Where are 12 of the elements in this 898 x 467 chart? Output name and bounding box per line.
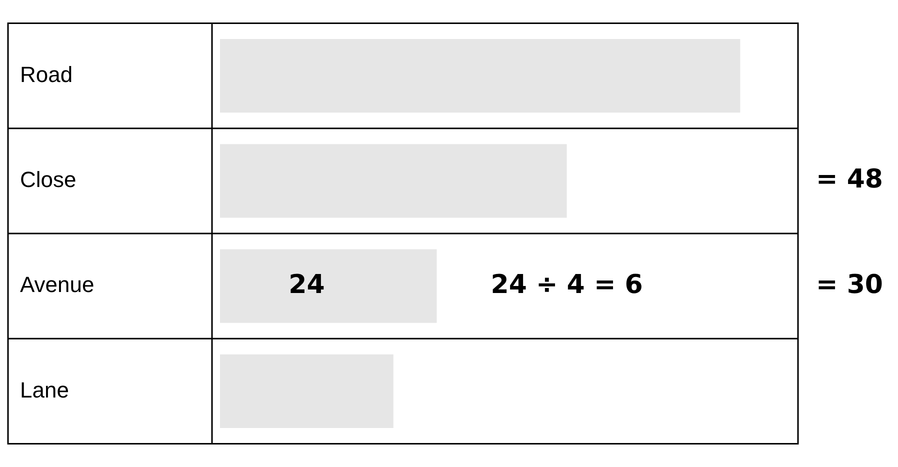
data-label: = 48 bbox=[816, 164, 884, 195]
y-tick-label: Avenue bbox=[20, 272, 94, 298]
bar bbox=[220, 144, 567, 218]
y-tick-label: Close bbox=[20, 166, 76, 192]
y-tick-label: Road bbox=[20, 62, 73, 87]
y-tick-label: Lane bbox=[20, 377, 69, 402]
annotation: 24 bbox=[288, 270, 325, 300]
bar bbox=[220, 38, 740, 113]
bar bbox=[220, 354, 394, 428]
annotation: 24 ÷ 4 = 6 bbox=[490, 270, 643, 300]
data-label: = 30 bbox=[816, 270, 884, 300]
bar bbox=[220, 249, 437, 323]
